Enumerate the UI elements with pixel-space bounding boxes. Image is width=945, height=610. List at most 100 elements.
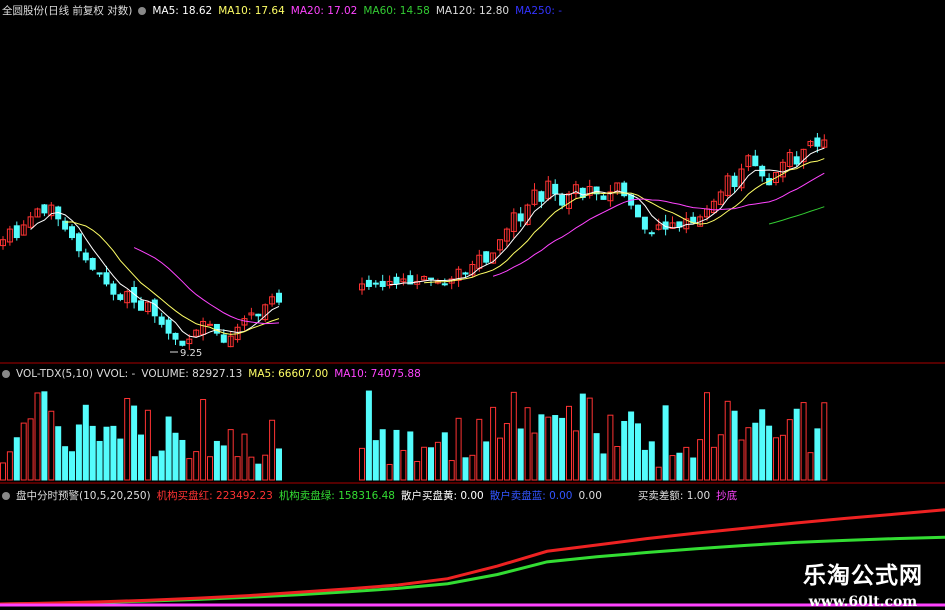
volume-bar [20, 422, 27, 481]
volume-bar [186, 458, 193, 481]
candle-body [165, 319, 172, 334]
volume-bar [517, 428, 524, 481]
ma10-line [424, 158, 825, 284]
volume-bar [821, 402, 828, 481]
volume-bar [441, 432, 448, 481]
candle-body [455, 268, 462, 281]
candle-body [6, 228, 13, 243]
volume-bar [690, 457, 697, 481]
candle-body [559, 194, 566, 206]
candle-body [34, 208, 41, 218]
volume-bar [552, 415, 559, 481]
ma5-line [30, 211, 280, 338]
volume-bar [786, 419, 793, 481]
volume-bar [131, 405, 138, 481]
settings-dot-icon[interactable] [138, 7, 147, 15]
volume-bar [683, 446, 690, 481]
volume-bar [655, 466, 662, 481]
volume-bar [13, 437, 20, 481]
volume-bar [6, 451, 13, 481]
candle-body [731, 175, 738, 188]
candle-body [469, 263, 476, 276]
vol-ma5-value: MA5: 66607.00 [248, 368, 329, 380]
candle-body [75, 233, 82, 252]
candle-body [193, 329, 200, 337]
candle-body [462, 272, 469, 275]
candle-body [117, 294, 124, 300]
candle-body [510, 212, 517, 232]
candle-body [793, 156, 800, 165]
candle-body [786, 152, 793, 167]
candle-body [0, 239, 6, 247]
green-value: 机构卖盘绿: 158316.48 [278, 490, 395, 502]
volume-bar [600, 453, 607, 481]
candle-body [179, 340, 186, 346]
volume-bar [393, 429, 400, 481]
candle-body [441, 283, 448, 286]
volume-bar [82, 404, 89, 481]
volume-bar [559, 417, 566, 481]
candle-body [255, 313, 262, 317]
volume-bar [151, 456, 158, 481]
volume-bar [704, 392, 710, 481]
volume-bar [200, 399, 207, 481]
watermark-name: 乐淘公式网 [803, 562, 923, 589]
volume-bar [386, 463, 393, 481]
volume-bar [75, 424, 82, 481]
candle-body [745, 155, 752, 168]
volume-bar [593, 433, 600, 481]
candle-body [96, 272, 103, 275]
volume-bar [793, 408, 800, 481]
candle-body [227, 335, 234, 348]
candle-body [662, 221, 669, 230]
volume-bar [538, 414, 545, 481]
stock-title: 全圆股份(日线 前复权 对数) [2, 5, 133, 17]
candle-body [621, 182, 628, 197]
volume-bar [207, 456, 213, 481]
volume-bar [41, 391, 48, 481]
candle-body [483, 251, 490, 263]
volume-bar [628, 411, 635, 481]
ma10-line [65, 221, 280, 335]
volume-bar [165, 416, 172, 481]
candle-body [144, 301, 151, 313]
settings-dot-icon[interactable] [2, 492, 10, 500]
volume-bar [572, 430, 579, 481]
settings-dot-icon[interactable] [2, 370, 10, 378]
candle-body [27, 216, 34, 228]
candle-body [635, 204, 641, 218]
red-value: 机构买盘红: 223492.23 [156, 490, 273, 502]
volume-bar [662, 405, 669, 481]
candle-body [138, 300, 144, 311]
volume-bar [697, 439, 704, 481]
candle-body [269, 296, 276, 305]
candle-body [779, 161, 786, 178]
volume-bar [117, 438, 124, 481]
candle-body [697, 216, 704, 227]
candle-body [600, 195, 607, 200]
watermark: 乐淘公式网 www.60lt.com [803, 556, 923, 610]
volume-bar [648, 441, 655, 481]
candle-body [538, 191, 545, 202]
volume-bar [669, 455, 676, 481]
candle-body [655, 224, 662, 230]
volume-bar [213, 440, 220, 481]
volume-bar [241, 433, 248, 481]
candle-body [800, 148, 807, 163]
vol-title: VOL-TDX(5,10) VVOL: - [16, 368, 136, 380]
volume-bar [455, 417, 462, 481]
volume-bar [262, 454, 269, 481]
volume-bar [807, 452, 814, 481]
volume-bar [69, 451, 75, 481]
candle-body [752, 155, 759, 167]
volume-bar [89, 425, 96, 481]
candle-body [648, 232, 655, 235]
volume-bar [448, 460, 455, 481]
candle-body [82, 252, 89, 261]
candle-body [593, 186, 600, 195]
candle-body [124, 291, 131, 304]
candle-body [62, 220, 69, 230]
ma60-value: MA60: 14.58 [363, 5, 430, 17]
candle-body [372, 282, 379, 285]
